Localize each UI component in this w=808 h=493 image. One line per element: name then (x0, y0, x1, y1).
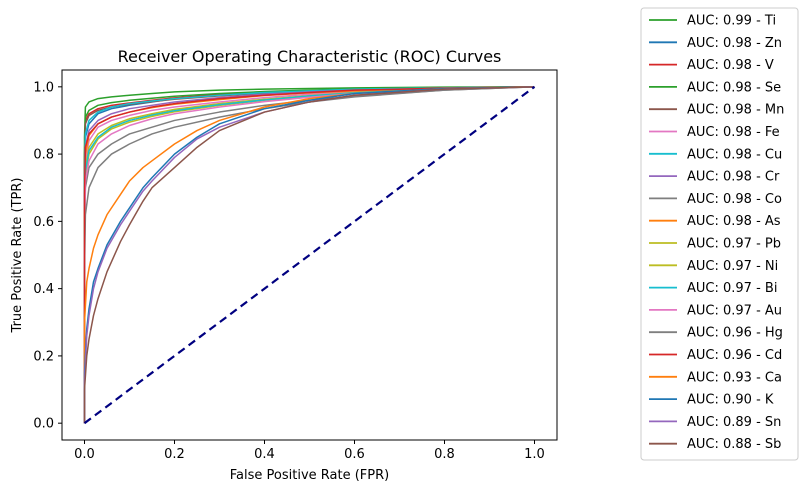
legend-label-6: AUC: 0.98 - Cu (687, 147, 782, 162)
legend-label-8: AUC: 0.98 - Co (687, 192, 782, 207)
x-tick-label-0: 0.0 (74, 447, 95, 462)
y-tick-label-5: 1.0 (33, 80, 54, 95)
x-tick-label-3: 0.6 (344, 447, 365, 462)
series-line-12 (83, 86, 535, 424)
series-line-17 (83, 86, 535, 424)
y-axis-label: True Positive Rate (TPR) (10, 178, 25, 334)
series-line-16 (83, 86, 535, 424)
legend-label-19: AUC: 0.88 - Sb (687, 437, 781, 452)
x-axis-label: False Positive Rate (FPR) (230, 468, 389, 483)
legend: AUC: 0.99 - Ti AUC: 0.98 - Zn AUC: 0.98 - … (640, 7, 799, 461)
series-line-6 (83, 86, 535, 424)
y-tick-label-2: 0.4 (33, 282, 54, 297)
legend-label-16: AUC: 0.93 - Ca (687, 370, 782, 385)
legend-label-18: AUC: 0.89 - Sn (687, 415, 781, 430)
legend-label-2: AUC: 0.98 - V (687, 58, 774, 73)
legend-label-15: AUC: 0.96 - Cd (687, 348, 782, 363)
legend-label-9: AUC: 0.98 - As (687, 214, 781, 229)
legend-label-12: AUC: 0.97 - Bi (687, 281, 777, 296)
chart-title: Receiver Operating Characteristic (ROC) … (118, 47, 502, 66)
legend-label-4: AUC: 0.98 - Mn (687, 103, 784, 118)
x-tick-label-1: 0.2 (164, 447, 185, 462)
y-tick-label-3: 0.6 (33, 215, 54, 230)
x-tick-label-5: 1.0 (524, 447, 545, 462)
series-line-0 (83, 86, 535, 424)
series-line-15 (83, 86, 535, 424)
y-tick-label-0: 0.0 (33, 417, 54, 432)
axes-layer: 0.0 0.2 0.4 0.6 0.8 1.0 0.0 0.2 0.4 0.6 0.8 1.0 (33, 69, 558, 462)
x-tick-label-4: 0.8 (434, 447, 455, 462)
series-line-19 (83, 86, 535, 424)
legend-box (640, 7, 799, 461)
legend-label-17: AUC: 0.90 - K (687, 393, 774, 408)
legend-label-13: AUC: 0.97 - Au (687, 303, 782, 318)
y-tick-label-1: 0.2 (33, 349, 54, 364)
legend-label-3: AUC: 0.98 - Se (687, 80, 781, 95)
series-line-5 (83, 86, 535, 424)
legend-label-10: AUC: 0.97 - Pb (687, 237, 781, 252)
legend-label-14: AUC: 0.96 - Hg (687, 326, 783, 341)
legend-label-7: AUC: 0.98 - Cr (687, 170, 780, 185)
series-line-14 (83, 86, 535, 424)
legend-label-11: AUC: 0.97 - Ni (687, 259, 778, 274)
legend-label-0: AUC: 0.99 - Ti (687, 14, 776, 29)
y-tick-label-4: 0.8 (33, 148, 54, 163)
legend-label-5: AUC: 0.98 - Fe (687, 125, 780, 140)
x-tick-label-2: 0.4 (254, 447, 275, 462)
legend-label-1: AUC: 0.98 - Zn (687, 36, 782, 51)
plot-frame (61, 69, 558, 441)
chance-reference-line (83, 85, 536, 425)
series-layer (83, 85, 536, 425)
